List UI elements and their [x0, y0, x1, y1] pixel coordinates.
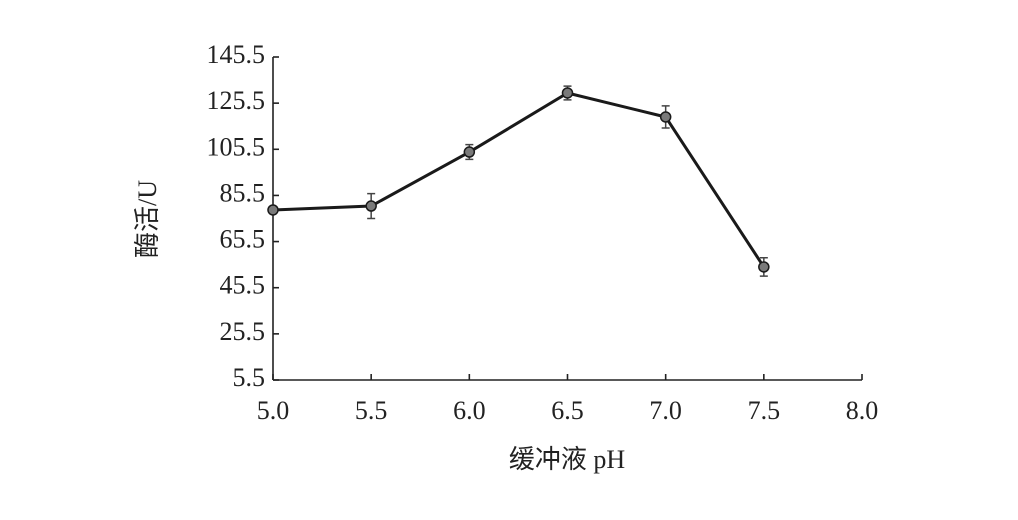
- y-tick-label: 145.5: [207, 40, 266, 69]
- y-tick-label: 5.5: [233, 363, 266, 392]
- data-point: [267, 204, 279, 216]
- y-tick-label: 25.5: [220, 317, 266, 346]
- x-tick-label: 5.0: [257, 396, 290, 425]
- x-tick-label: 6.0: [453, 396, 486, 425]
- data-point: [659, 111, 672, 123]
- y-axis-label: 酶活/U: [133, 180, 162, 258]
- data-point: [463, 146, 476, 158]
- y-tick-label: 45.5: [220, 271, 266, 300]
- y-tick-label: 105.5: [207, 132, 266, 161]
- data-point: [758, 261, 770, 273]
- y-tick-label: 85.5: [220, 178, 266, 207]
- data-point: [365, 200, 377, 212]
- data-line: [272, 91, 766, 268]
- y-tick-label: 125.5: [207, 86, 266, 115]
- y-tick-label: 65.5: [220, 225, 266, 254]
- x-tick-label: 7.0: [649, 396, 682, 425]
- x-tick-label: 8.0: [846, 396, 879, 425]
- x-tick-label: 7.5: [748, 396, 781, 425]
- x-tick-label: 6.5: [551, 396, 584, 425]
- x-axis-label: 缓冲液 pH: [509, 445, 626, 474]
- x-tick-label: 5.5: [355, 396, 388, 425]
- data-point: [561, 87, 574, 99]
